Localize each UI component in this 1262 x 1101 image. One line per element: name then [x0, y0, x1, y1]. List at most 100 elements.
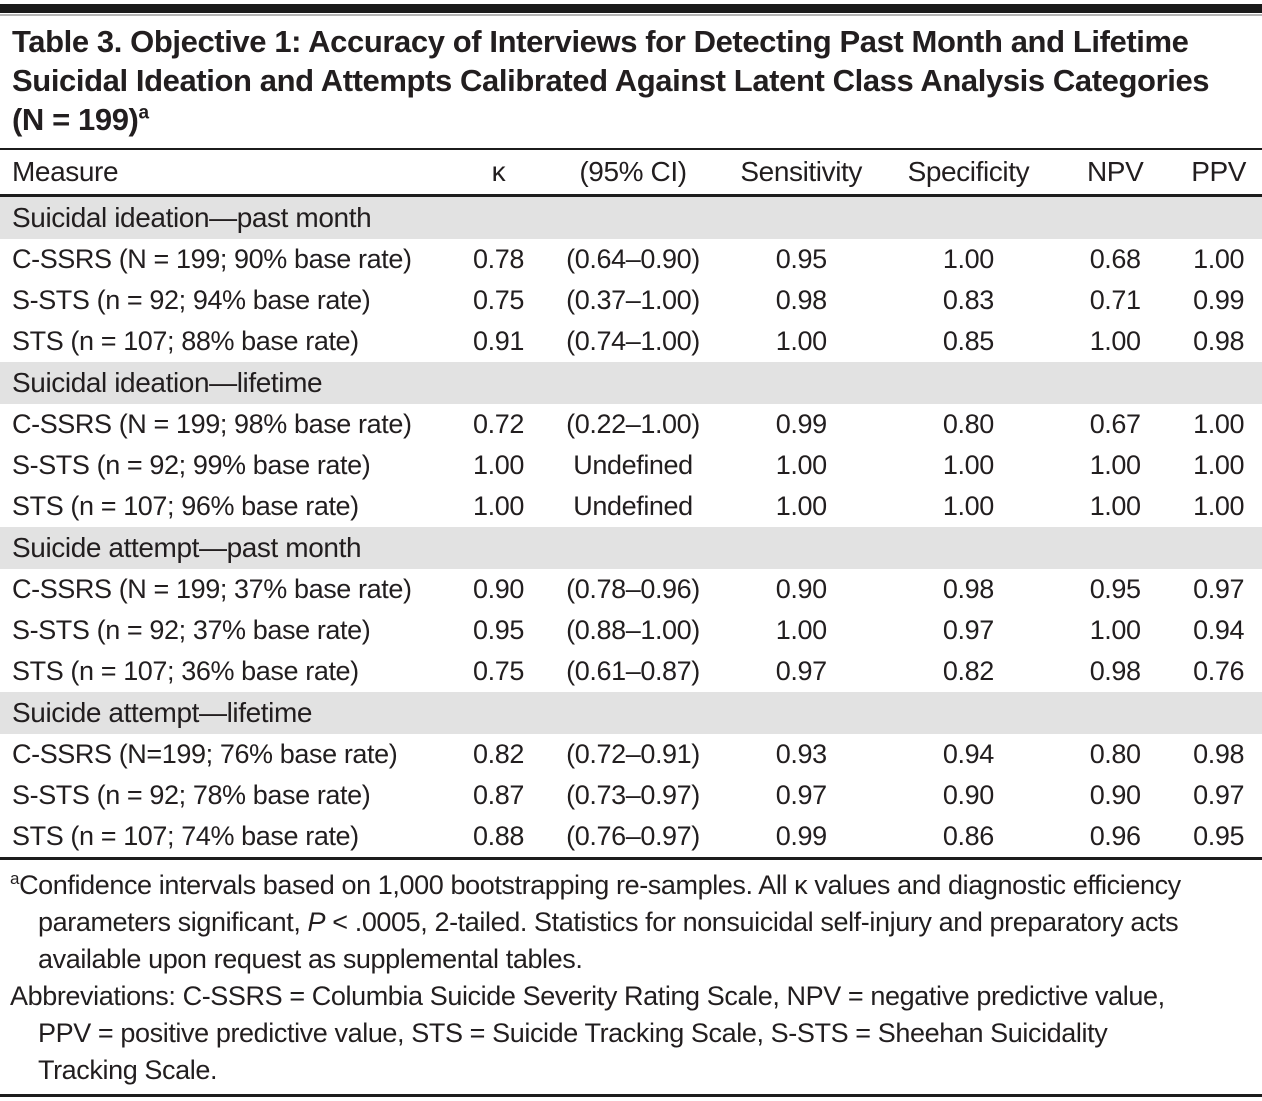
table-cell-npv: 0.68 [1089, 244, 1141, 274]
table-cell-measure: S-STS (n = 92; 78% base rate) [12, 780, 371, 810]
section-header-row: Suicidal ideation—lifetime [0, 362, 1262, 404]
table-cell-npv: 0.96 [1089, 821, 1141, 851]
table-cell-measure: STS (n = 107; 88% base rate) [12, 326, 359, 356]
table-cell-specificity: 0.80 [942, 409, 994, 439]
table-cell-measure: S-STS (n = 92; 94% base rate) [12, 285, 371, 315]
section-header: Suicidal ideation—past month [0, 195, 1262, 239]
table-row: S-STS (n = 92; 99% base rate) 1.00 Undefin… [0, 445, 1262, 486]
table-cell-specificity: 0.83 [942, 285, 994, 315]
column-header-ppv: PPV [1175, 149, 1262, 197]
table-cell-ci: (0.76–0.97) [566, 821, 700, 851]
footnote-a: aConfidence intervals based on 1,000 boo… [10, 867, 1210, 978]
table-cell-measure: C-SSRS (N=199; 76% base rate) [12, 739, 398, 769]
table-cell-ppv: 0.76 [1193, 656, 1245, 686]
table-cell-kappa: 0.90 [472, 574, 524, 604]
table-cell-specificity: 0.98 [942, 574, 994, 604]
table-cell-ppv: 0.97 [1193, 574, 1245, 604]
table-cell-specificity: 0.94 [942, 739, 994, 769]
table-cell-ppv: 0.95 [1193, 821, 1245, 851]
table-cell-npv: 0.95 [1089, 574, 1141, 604]
table-cell-npv: 1.00 [1089, 615, 1141, 645]
table-cell-ppv: 0.99 [1193, 285, 1245, 315]
table-row: S-STS (n = 92; 37% base rate) 0.95 (0.88–1… [0, 610, 1262, 651]
table-cell-specificity: 0.97 [942, 615, 994, 645]
table-cell-ppv: 1.00 [1193, 450, 1245, 480]
table-cell-measure: S-STS (n = 92; 37% base rate) [12, 615, 371, 645]
table-cell-sensitivity: 1.00 [775, 615, 827, 645]
table-cell-sensitivity: 0.99 [775, 821, 827, 851]
table-cell-specificity: 1.00 [942, 491, 994, 521]
table-cell-kappa: 0.87 [472, 780, 524, 810]
table-cell-sensitivity: 0.95 [775, 244, 827, 274]
table-cell-sensitivity: 0.98 [775, 285, 827, 315]
footnote-a-p-symbol: P [307, 907, 326, 937]
table-cell-specificity: 0.82 [942, 656, 994, 686]
table-cell-ppv: 1.00 [1193, 409, 1245, 439]
table-cell-ci: (0.61–0.87) [566, 656, 700, 686]
table-cell-measure: S-STS (n = 92; 99% base rate) [12, 450, 371, 480]
table-cell-specificity: 1.00 [942, 244, 994, 274]
table-cell-ppv: 0.97 [1193, 780, 1245, 810]
table-cell-ppv: 0.98 [1193, 739, 1245, 769]
table-cell-sensitivity: 1.00 [775, 491, 827, 521]
table-title-text: Table 3. Objective 1: Accuracy of Interv… [12, 24, 1210, 137]
journal-table-figure: Table 3. Objective 1: Accuracy of Interv… [0, 4, 1262, 1101]
table-cell-ci: (0.72–0.91) [566, 739, 700, 769]
table-cell-ci: Undefined [573, 491, 693, 521]
table-cell-sensitivity: 0.97 [775, 656, 827, 686]
section-header-row: Suicide attempt—lifetime [0, 692, 1262, 734]
top-rule-shadow [0, 14, 1262, 16]
table-cell-ppv: 0.98 [1193, 326, 1245, 356]
column-header-ci: (95% CI) [545, 149, 721, 197]
table-cell-sensitivity: 1.00 [775, 450, 827, 480]
table-header-row: Measure κ (95% CI) Sensitivity Specifici… [0, 149, 1262, 197]
table-cell-ci: (0.74–1.00) [566, 326, 700, 356]
table-cell-sensitivity: 1.00 [775, 326, 827, 356]
column-header-sensitivity: Sensitivity [720, 149, 882, 197]
table-cell-ci: Undefined [573, 450, 693, 480]
table-cell-measure: C-SSRS (N = 199; 98% base rate) [12, 409, 412, 439]
top-rule-bar [0, 4, 1262, 13]
section-header-row: Suicide attempt—past month [0, 527, 1262, 569]
table-cell-ci: (0.88–1.00) [566, 615, 700, 645]
table-cell-kappa: 1.00 [472, 450, 524, 480]
table-row: S-STS (n = 92; 94% base rate) 0.75 (0.37–1… [0, 280, 1262, 321]
table-row: STS (n = 107; 88% base rate) 0.91 (0.74–1.… [0, 321, 1262, 362]
table-cell-sensitivity: 0.97 [775, 780, 827, 810]
table-cell-npv: 1.00 [1089, 326, 1141, 356]
table-row: C-SSRS (N = 199; 98% base rate) 0.72 (0.22… [0, 404, 1262, 445]
bottom-rule [0, 1094, 1262, 1097]
section-header: Suicidal ideation—lifetime [0, 362, 1262, 404]
table-cell-ci: (0.78–0.96) [566, 574, 700, 604]
table-row: C-SSRS (N = 199; 37% base rate) 0.90 (0.78… [0, 569, 1262, 610]
column-header-specificity: Specificity [881, 149, 1056, 197]
table-cell-npv: 1.00 [1089, 450, 1141, 480]
table-cell-kappa: 0.75 [472, 285, 524, 315]
table-cell-kappa: 0.91 [472, 326, 524, 356]
table-row: STS (n = 107; 36% base rate) 0.75 (0.61–0.… [0, 651, 1262, 692]
table-cell-measure: C-SSRS (N = 199; 90% base rate) [12, 244, 412, 274]
table-cell-sensitivity: 0.93 [775, 739, 827, 769]
table-cell-kappa: 0.78 [472, 244, 524, 274]
footnote-a-marker: a [10, 869, 20, 888]
table-cell-specificity: 0.86 [942, 821, 994, 851]
column-header-kappa: κ [451, 149, 546, 197]
table-cell-kappa: 0.95 [472, 615, 524, 645]
footnote-a-text-after: < .0005, 2-tailed. Statistics for nonsui… [38, 907, 1179, 974]
table-cell-npv: 0.98 [1089, 656, 1141, 686]
table-cell-ppv: 1.00 [1193, 244, 1245, 274]
table-cell-measure: C-SSRS (N = 199; 37% base rate) [12, 574, 412, 604]
table-row: STS (n = 107; 96% base rate) 1.00 Undefine… [0, 486, 1262, 527]
footnote-abbreviations: Abbreviations: C-SSRS = Columbia Suicide… [10, 981, 1165, 1085]
column-header-measure: Measure [0, 149, 452, 197]
table-header: Measure κ (95% CI) Sensitivity Specifici… [0, 149, 1262, 197]
table-cell-kappa: 1.00 [472, 491, 524, 521]
table-row: C-SSRS (N=199; 76% base rate) 0.82 (0.72–0… [0, 734, 1262, 775]
table-cell-ppv: 0.94 [1193, 615, 1245, 645]
table-cell-npv: 0.67 [1089, 409, 1141, 439]
table-cell-kappa: 0.82 [472, 739, 524, 769]
table-cell-npv: 0.80 [1089, 739, 1141, 769]
table-cell-ci: (0.37–1.00) [566, 285, 700, 315]
table-body: Suicidal ideation—past month C-SSRS (N = … [0, 195, 1262, 859]
table-row: C-SSRS (N = 199; 90% base rate) 0.78 (0.64… [0, 239, 1262, 280]
